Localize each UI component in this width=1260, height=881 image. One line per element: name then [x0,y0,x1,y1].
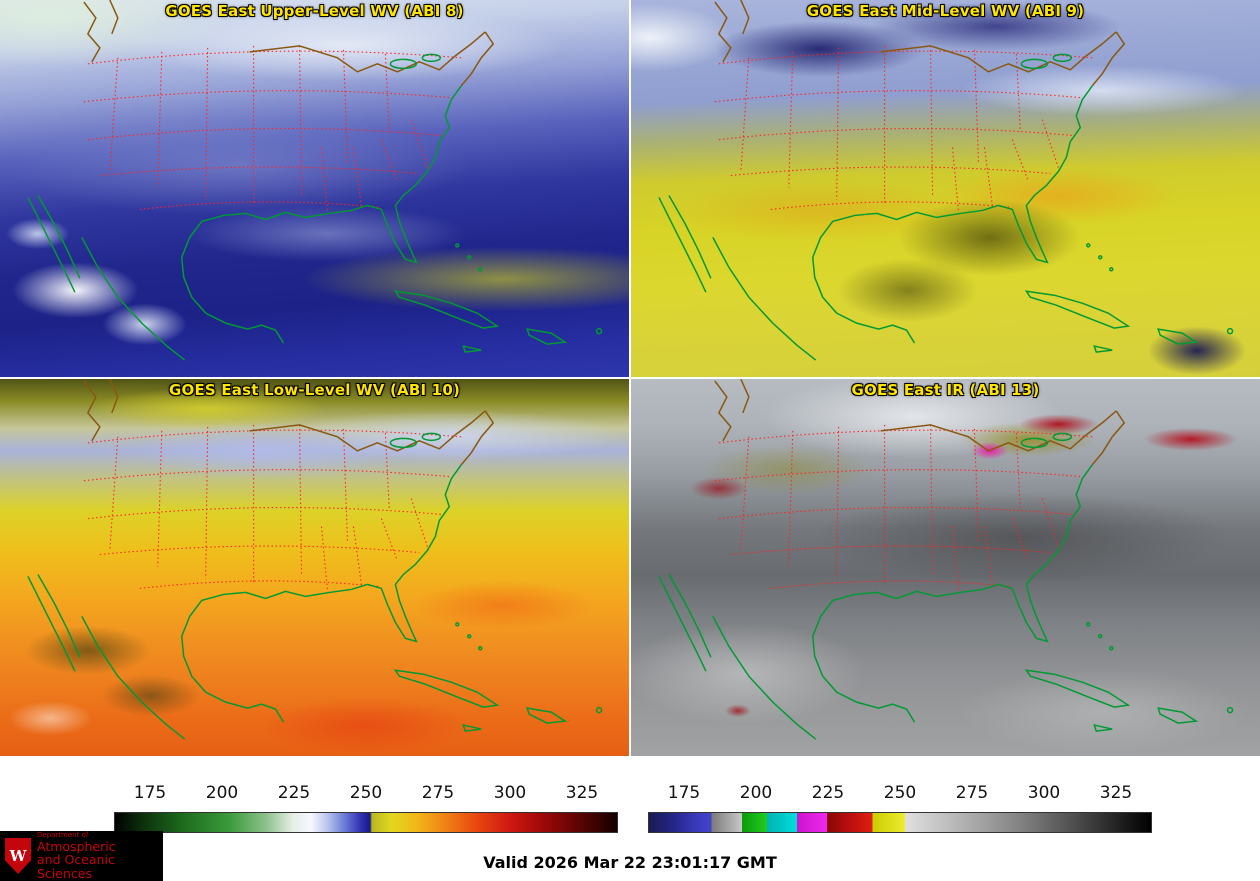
tick-label: 250 [349,783,383,803]
logo-atmospheric-line: Atmospheric [37,838,116,854]
map-overlay [27,379,603,740]
tick-label: 300 [493,783,527,803]
map-overlay [27,0,603,361]
wv-colorbar [114,812,618,833]
tick-label: 325 [565,783,599,803]
logo-text: Department of Atmospheric and Oceanic Sc… [37,830,158,881]
tick-label: 325 [1099,783,1133,803]
tick-label: 275 [421,783,455,803]
wv-colorbar-labels: 175 200 225 250 275 300 325 [114,783,618,803]
satellite-image-abi9 [631,0,1260,377]
satellite-image-abi10 [0,379,629,756]
panel-low-level-wv: GOES East Low-Level WV (ABI 10) [0,379,629,756]
tick-label: 175 [667,783,701,803]
uw-aos-logo: W Department of Atmospheric and Oceanic … [0,831,163,881]
tick-label: 225 [811,783,845,803]
ir-colorbar-labels: 175 200 225 250 275 300 325 [648,783,1152,803]
panel-title-abi9: GOES East Mid-Level WV (ABI 9) [806,2,1085,20]
satellite-image-abi8 [0,0,629,377]
panel-title-abi13: GOES East IR (ABI 13) [851,381,1040,399]
panel-ir: GOES East IR (ABI 13) [631,379,1260,756]
logo-oceanic-line: and Oceanic Sciences [37,852,115,881]
tick-label: 200 [205,783,239,803]
panel-grid: GOES East Upper-Level WV (ABI 8) GOES Ea… [0,0,1260,756]
valid-time-caption: Valid 2026 Mar 22 23:01:17 GMT [483,853,777,872]
tick-label: 300 [1027,783,1061,803]
satellite-image-abi13 [631,379,1260,756]
map-overlay [658,0,1234,361]
map-overlay [658,379,1234,740]
tick-label: 175 [133,783,167,803]
tick-label: 200 [739,783,773,803]
ir-colorbar [648,812,1152,833]
tick-label: 225 [277,783,311,803]
panel-upper-level-wv: GOES East Upper-Level WV (ABI 8) [0,0,629,377]
panel-title-abi8: GOES East Upper-Level WV (ABI 8) [165,2,464,20]
tick-label: 250 [883,783,917,803]
panel-title-abi10: GOES East Low-Level WV (ABI 10) [168,381,461,399]
tick-label: 275 [955,783,989,803]
panel-mid-level-wv: GOES East Mid-Level WV (ABI 9) [631,0,1260,377]
logo-dept-line: Department of [37,830,89,839]
